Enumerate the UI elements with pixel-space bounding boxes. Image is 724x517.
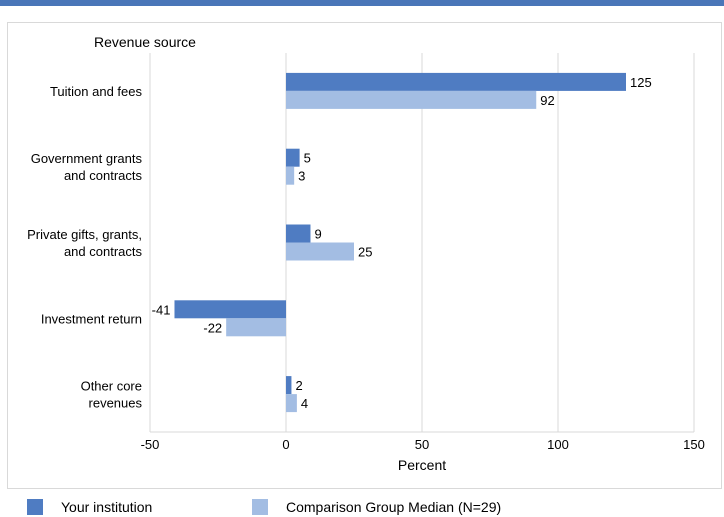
x-axis-label: Percent [398,457,446,473]
category-label: and contracts [64,244,143,259]
bar-your-institution [286,148,300,167]
data-label: 3 [298,169,305,184]
x-tick-label: 100 [547,437,569,452]
x-tick-label: 0 [282,437,289,452]
chart-title: Revenue source [94,34,196,50]
legend: Your institution Comparison Group Median… [0,490,724,516]
bar-comparison-group [286,394,297,413]
legend-swatch-your-institution [27,499,43,515]
data-label: 4 [301,396,308,411]
legend-item-your-institution: Your institution [27,497,152,517]
category-label: Government grants [31,151,143,166]
bar-comparison-group [226,318,286,337]
data-label: 9 [314,227,321,242]
bar-your-institution [286,224,311,243]
category-label: revenues [89,396,143,411]
category-label: and contracts [64,168,143,183]
chart-frame: Revenue source -50 0 50 100 150 Percent Tuition… [7,22,722,489]
data-label: 5 [304,151,311,166]
bar-comparison-group [286,242,354,261]
bar-your-institution [286,376,292,395]
x-tick-label: 50 [415,437,429,452]
category-label: Tuition and fees [50,84,143,99]
category-label: Private gifts, grants, [27,227,142,242]
data-label: -22 [203,320,222,335]
top-accent-bar [0,0,724,6]
bar-comparison-group [286,166,295,185]
legend-item-comparison-group: Comparison Group Median (N=29) [252,497,501,517]
category-label: Investment return [41,311,142,326]
data-label: -41 [152,302,171,317]
x-tick-label: 150 [683,437,705,452]
data-label: 25 [358,245,372,260]
legend-label-comparison-group: Comparison Group Median (N=29) [286,499,502,515]
data-label: 125 [630,75,652,90]
bar-your-institution [286,72,626,91]
x-tick-label: -50 [141,437,160,452]
data-label: 92 [540,93,554,108]
data-label: 2 [295,378,302,393]
bar-chart: Revenue source -50 0 50 100 150 Percent Tuition… [27,34,705,473]
bar-comparison-group [286,90,537,109]
bar-your-institution [174,300,286,319]
legend-swatch-comparison-group [252,499,268,515]
category-label: Other core [81,379,142,394]
legend-label-your-institution: Your institution [61,499,153,515]
